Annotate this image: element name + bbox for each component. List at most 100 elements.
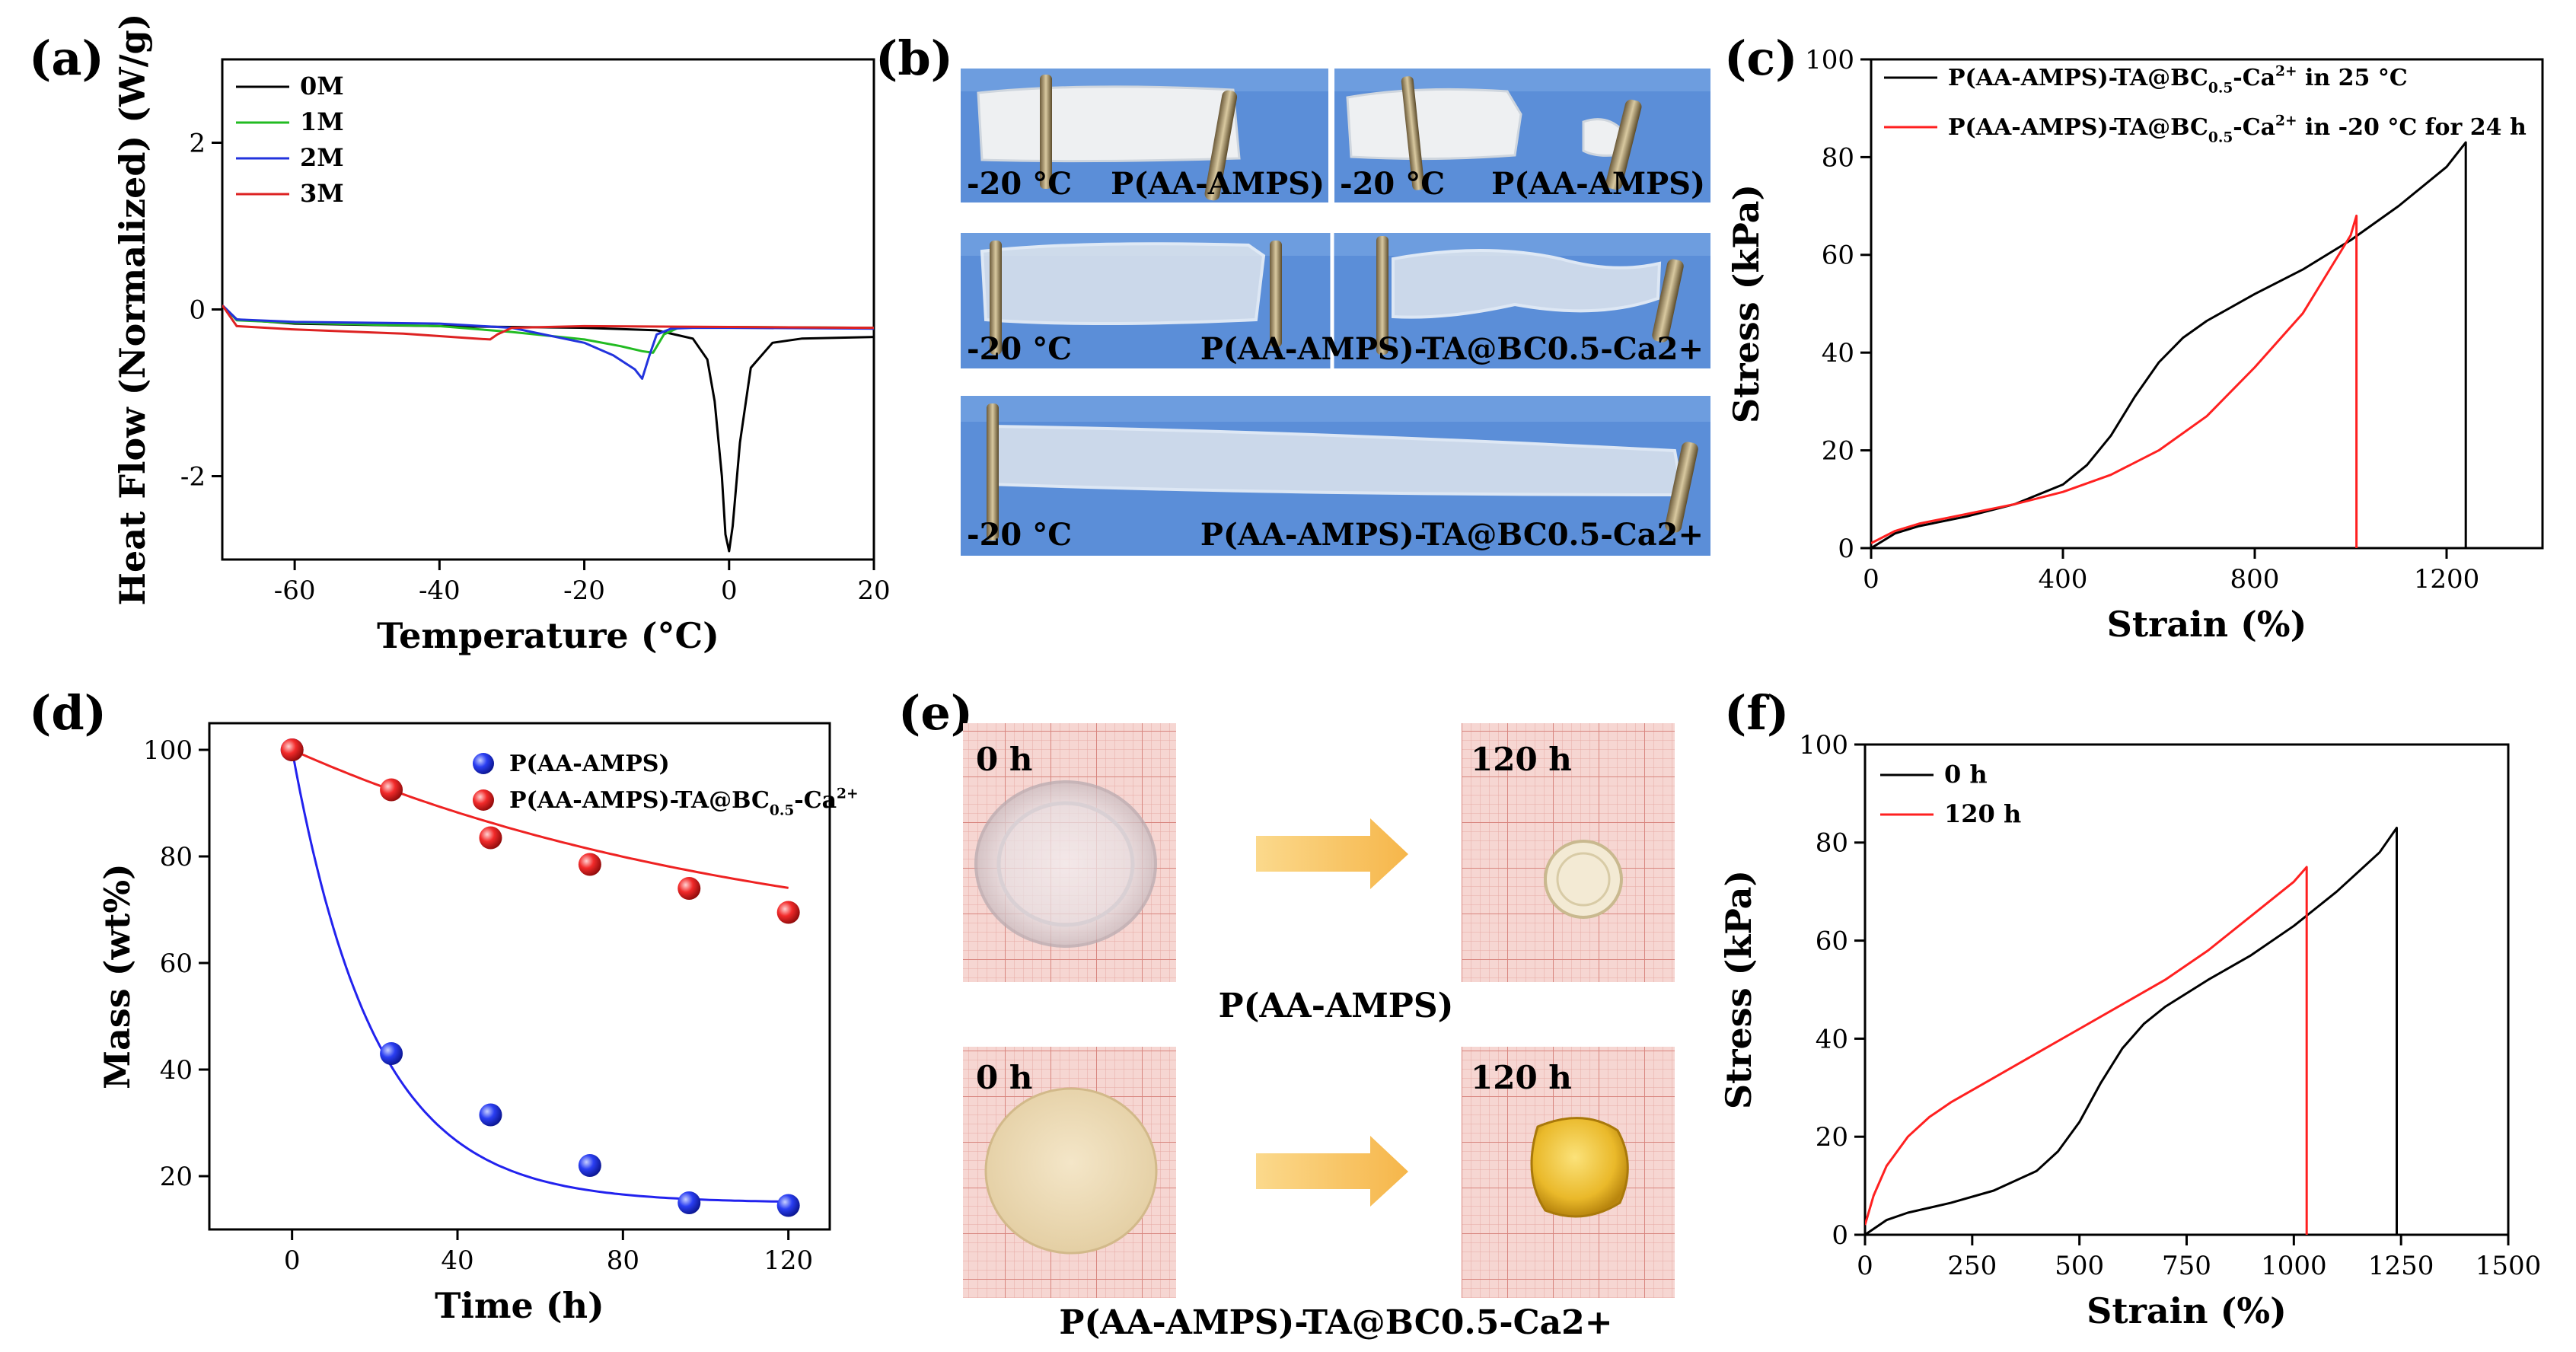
- photo-e-row2-caption: P(AA-AMPS)-TA@BC0.5-Ca2+: [1059, 1303, 1612, 1342]
- plot-frame: [1870, 58, 2544, 550]
- data-point: [380, 1042, 403, 1065]
- y-tick-label: -2: [180, 461, 206, 492]
- y-axis-label: Mass (wt%): [97, 863, 138, 1089]
- legend-label: 3M: [300, 179, 344, 208]
- data-point: [776, 1194, 800, 1217]
- y-tick-label: 0: [1838, 534, 1854, 564]
- y-tick-label: 60: [1822, 241, 1854, 271]
- chart-f: 0 250 500 750 1000 1250 1500 0 20 40 60 80 100 Strain…: [1718, 730, 2541, 1331]
- x-axis-label: Time (h): [435, 1285, 604, 1326]
- legend-label: 1M: [300, 107, 344, 136]
- x-tick-label: 120: [764, 1245, 813, 1276]
- x-tick-label: 0: [1863, 564, 1879, 595]
- photo-e2-before-label: 0 h: [976, 1059, 1032, 1096]
- x-axis-label: Strain (%): [2107, 604, 2307, 645]
- x-tick-label: -20: [563, 576, 605, 606]
- y-tick-label: 100: [143, 735, 193, 766]
- x-tick-label: 1250: [2368, 1251, 2434, 1281]
- panel-label-c: (c): [1724, 30, 1797, 86]
- series-line-2: [222, 304, 874, 380]
- series-line-0: [1865, 827, 2398, 1235]
- x-tick-label: 40: [441, 1245, 473, 1276]
- y-tick-label: 40: [1822, 338, 1854, 368]
- y-tick-label: 40: [1816, 1024, 1848, 1054]
- photo-b4-sample: P(AA-AMPS)-TA@BC0.5-Ca2+: [1200, 517, 1704, 553]
- legend-label: P(AA-AMPS)-TA@BC0.5-Ca2+: [509, 786, 859, 818]
- photo-b3-sample: P(AA-AMPS)-TA@BC0.5-Ca2+: [1200, 331, 1704, 367]
- fit-line-0: [291, 749, 789, 1203]
- y-tick-label: 60: [1816, 926, 1848, 957]
- photo-e1-after: 120 h: [1462, 723, 1675, 982]
- y-tick-label: 80: [1816, 828, 1848, 859]
- chart-c: 0 400 800 1200 0 20 40 60 80 100 Strain (%) Stress …: [1726, 45, 2544, 645]
- photo-e2-before: 0 h: [963, 1047, 1176, 1298]
- panel-label-e: (e): [898, 685, 973, 741]
- chart-d: 0 40 80 120 20 40 60 80 100 Time (h) Mass (wt%) P(A…: [97, 722, 859, 1326]
- photo-b2-temp: -20 °C: [1340, 166, 1445, 202]
- photo-e2-after-label: 120 h: [1471, 1059, 1572, 1096]
- y-axis-label: Stress (kPa): [1726, 184, 1767, 423]
- panel-label-f: (f): [1724, 685, 1789, 741]
- legend-label: 2M: [300, 143, 344, 172]
- x-tick-label: 400: [2039, 564, 2088, 595]
- legend-label: 0 h: [1944, 760, 1988, 789]
- y-tick-label: 100: [1799, 730, 1848, 760]
- photo-e-row1-caption: P(AA-AMPS): [1219, 987, 1454, 1025]
- fit-line-1: [292, 748, 789, 889]
- series-line-0: [1871, 141, 2467, 548]
- data-point: [677, 1191, 701, 1214]
- x-tick-label: -60: [274, 576, 316, 606]
- data-point: [479, 826, 502, 850]
- y-tick-label: 0: [1832, 1220, 1848, 1251]
- x-tick-label: -40: [419, 576, 461, 606]
- y-tick-label: 100: [1805, 45, 1854, 75]
- series-line-3: [222, 305, 874, 341]
- data-point: [280, 738, 304, 761]
- legend-marker: [473, 753, 494, 774]
- x-tick-label: 250: [1947, 1251, 1997, 1281]
- x-tick-label: 1500: [2476, 1251, 2542, 1281]
- x-tick-label: 20: [857, 576, 890, 606]
- y-tick-label: 20: [1822, 436, 1854, 467]
- legend-label: 120 h: [1944, 799, 2021, 828]
- y-tick-label: 2: [189, 128, 206, 158]
- arrow-icon: [1256, 1136, 1408, 1207]
- photo-b3: -20 °C P(AA-AMPS)-TA@BC0.5-Ca2+: [961, 233, 1710, 368]
- y-tick-label: 80: [1822, 142, 1854, 173]
- legend-label: 0M: [300, 72, 344, 100]
- arrow-icon: [1256, 818, 1408, 889]
- series-line-1: [1865, 866, 2308, 1235]
- y-tick-label: 0: [189, 295, 206, 325]
- x-tick-label: 80: [607, 1245, 639, 1276]
- data-point: [578, 853, 601, 876]
- panel-label-d: (d): [29, 685, 107, 741]
- panel-b-photos: -20 °C P(AA-AMPS) -20 °C P(AA-AMPS) -20 …: [961, 69, 1710, 556]
- y-tick-label: 20: [1816, 1122, 1848, 1153]
- photo-b1-sample: P(AA-AMPS): [1111, 166, 1325, 202]
- y-tick-label: 40: [160, 1055, 193, 1086]
- photo-e1-before-label: 0 h: [976, 741, 1032, 778]
- x-tick-label: 1200: [2414, 564, 2480, 595]
- panel-e-photos: 0 h 120 h P(AA-AMPS) 0 h 120 h P(: [963, 723, 1675, 1342]
- y-axis-label: Stress (kPa): [1718, 870, 1759, 1109]
- y-tick-label: 80: [160, 842, 193, 872]
- photo-b3-temp: -20 °C: [967, 331, 1072, 367]
- photo-e2-after: 120 h: [1462, 1047, 1675, 1298]
- x-tick-label: 0: [284, 1245, 301, 1276]
- x-tick-label: 0: [721, 576, 738, 606]
- data-point: [776, 901, 800, 924]
- data-point: [677, 877, 701, 900]
- legend-label: P(AA-AMPS): [509, 751, 670, 777]
- y-axis-label: Heat Flow (Normalized) (W/g): [112, 14, 153, 606]
- x-tick-label: 500: [2055, 1251, 2104, 1281]
- x-axis-label: Strain (%): [2087, 1290, 2287, 1331]
- panel-label-a: (a): [29, 30, 104, 86]
- data-point: [380, 778, 403, 802]
- x-tick-label: 0: [1857, 1251, 1873, 1281]
- legend-label: P(AA-AMPS)-TA@BC0.5-Ca2+ in -20 °C for 2…: [1948, 113, 2527, 145]
- photo-b2-sample: P(AA-AMPS): [1491, 166, 1705, 202]
- legend-label: P(AA-AMPS)-TA@BC0.5-Ca2+ in 25 °C: [1948, 63, 2408, 96]
- x-tick-label: 800: [2230, 564, 2280, 595]
